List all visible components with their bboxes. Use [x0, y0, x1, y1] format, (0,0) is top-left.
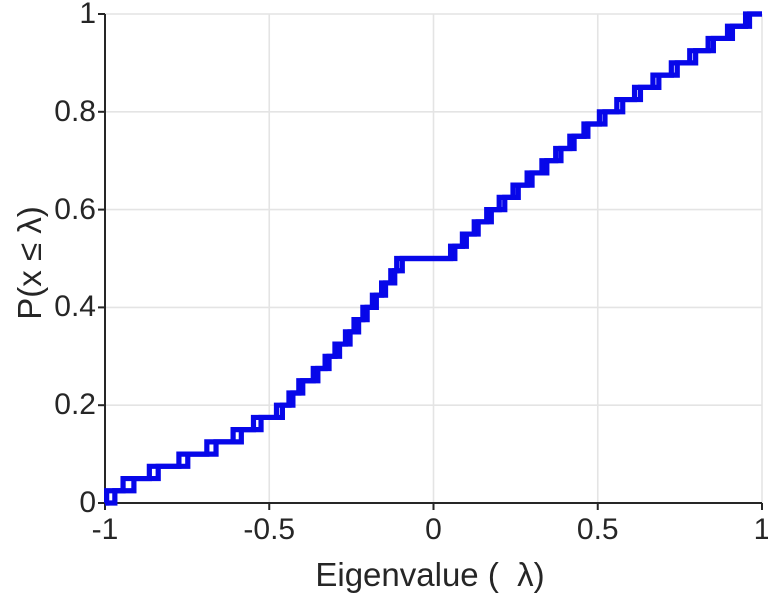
- x-tick-label: 1: [753, 513, 768, 546]
- x-tick-label: 0.5: [576, 513, 619, 546]
- x-tick-label: -1: [91, 513, 119, 546]
- y-tick-label: 0: [79, 486, 96, 519]
- x-axis-title: Eigenvalue ( λ): [315, 556, 545, 593]
- ecdf-step-curve: [105, 11, 762, 506]
- y-tick-label: 0.2: [54, 388, 96, 422]
- x-tick-label: 0: [425, 513, 442, 546]
- y-tick-label: 0.4: [54, 290, 96, 324]
- y-tick-label: 0.8: [54, 94, 96, 128]
- y-tick-label: 1: [79, 0, 96, 30]
- y-axis-title: P(x ≤ λ): [11, 206, 48, 320]
- x-tick-label: -0.5: [243, 513, 296, 546]
- y-tick-label: 0.6: [54, 192, 96, 226]
